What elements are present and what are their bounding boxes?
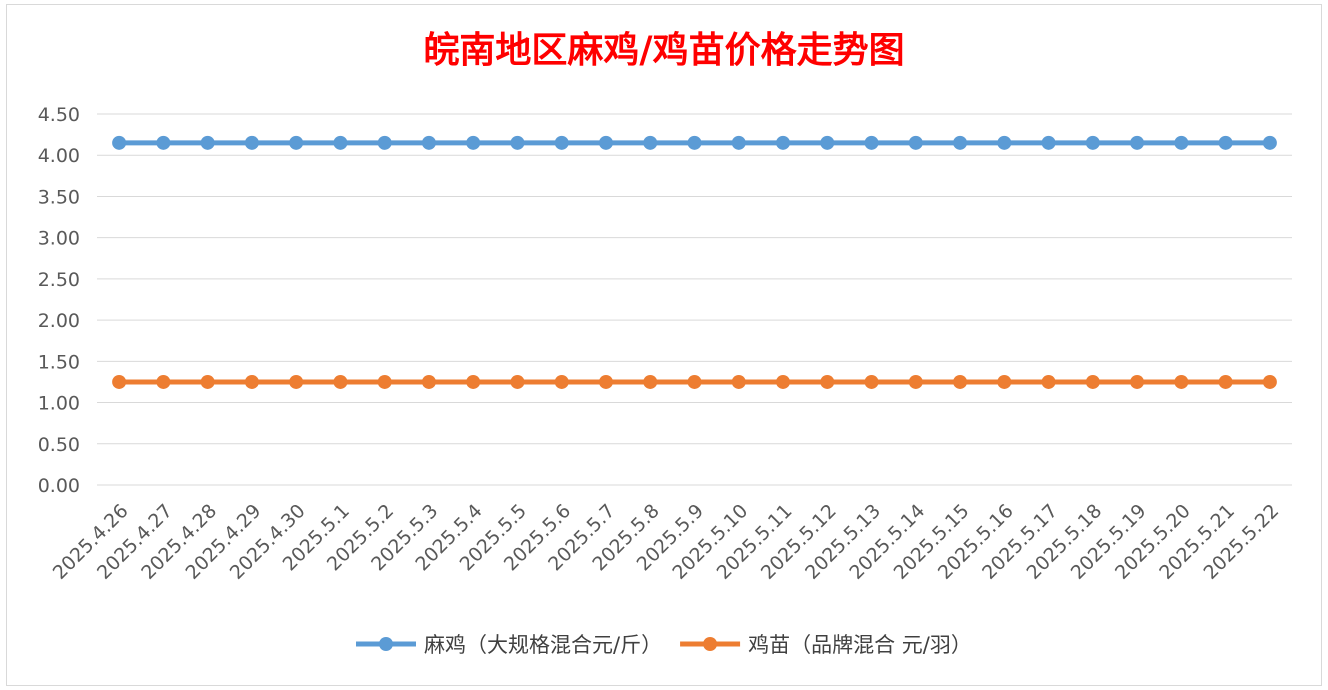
data-point[interactable] bbox=[731, 374, 746, 389]
y-tick-label: 4.50 bbox=[38, 104, 80, 126]
data-point[interactable] bbox=[1262, 135, 1277, 150]
data-point[interactable] bbox=[466, 135, 481, 150]
y-tick-label: 2.00 bbox=[38, 310, 80, 332]
y-tick-label: 4.00 bbox=[38, 145, 80, 167]
y-axis-ticks: 0.00 0.50 1.00 1.50 2.00 2.50 3.00 3.50 4.00 4.50 bbox=[38, 104, 80, 497]
y-tick-label: 2.50 bbox=[38, 269, 80, 291]
data-point[interactable] bbox=[997, 374, 1012, 389]
y-tick-label: 1.50 bbox=[38, 351, 80, 373]
y-tick-label: 1.00 bbox=[38, 393, 80, 415]
data-point[interactable] bbox=[1085, 374, 1100, 389]
data-point[interactable] bbox=[244, 374, 259, 389]
data-point[interactable] bbox=[864, 135, 879, 150]
data-point[interactable] bbox=[554, 374, 569, 389]
data-point[interactable] bbox=[554, 135, 569, 150]
data-point[interactable] bbox=[156, 135, 171, 150]
data-point[interactable] bbox=[333, 374, 348, 389]
data-point[interactable] bbox=[1130, 135, 1145, 150]
data-point[interactable] bbox=[997, 135, 1012, 150]
y-tick-label: 0.00 bbox=[38, 475, 80, 497]
data-point[interactable] bbox=[776, 374, 791, 389]
data-point[interactable] bbox=[1041, 135, 1056, 150]
data-point[interactable] bbox=[1174, 135, 1189, 150]
data-point[interactable] bbox=[598, 135, 613, 150]
data-point[interactable] bbox=[864, 374, 879, 389]
data-point[interactable] bbox=[643, 374, 658, 389]
data-point[interactable] bbox=[112, 374, 127, 389]
legend-marker bbox=[703, 637, 718, 651]
data-point[interactable] bbox=[598, 374, 613, 389]
data-point[interactable] bbox=[289, 374, 304, 389]
y-tick-label: 3.50 bbox=[38, 186, 80, 208]
legend-label: 麻鸡（大规格混合元/斤） bbox=[424, 633, 662, 657]
legend-item-2[interactable]: 鸡苗（品牌混合 元/羽） bbox=[680, 633, 972, 657]
data-point[interactable] bbox=[820, 135, 835, 150]
data-point[interactable] bbox=[200, 374, 215, 389]
data-point[interactable] bbox=[908, 135, 923, 150]
data-point[interactable] bbox=[1174, 374, 1189, 389]
legend-marker bbox=[379, 637, 393, 651]
data-point[interactable] bbox=[289, 135, 304, 150]
chart-title[interactable]: 皖南地区麻鸡/鸡苗价格走势图 bbox=[423, 29, 904, 71]
data-point[interactable] bbox=[112, 135, 127, 150]
data-point[interactable] bbox=[1085, 135, 1100, 150]
data-point[interactable] bbox=[776, 135, 791, 150]
data-point[interactable] bbox=[421, 135, 436, 150]
x-axis-ticks: 2025.4.262025.4.272025.4.282025.4.292025… bbox=[49, 500, 1284, 584]
data-point[interactable] bbox=[953, 135, 968, 150]
data-point[interactable] bbox=[377, 374, 392, 389]
legend-label: 鸡苗（品牌混合 元/羽） bbox=[748, 633, 972, 657]
legend-item-1[interactable]: 麻鸡（大规格混合元/斤） bbox=[356, 633, 662, 657]
y-tick-label: 0.50 bbox=[38, 434, 80, 456]
data-point[interactable] bbox=[1130, 374, 1145, 389]
data-point[interactable] bbox=[731, 135, 746, 150]
data-point[interactable] bbox=[687, 135, 702, 150]
data-point[interactable] bbox=[953, 374, 968, 389]
data-point[interactable] bbox=[510, 374, 525, 389]
plot-area[interactable] bbox=[112, 135, 1277, 389]
data-point[interactable] bbox=[820, 374, 835, 389]
gridlines bbox=[97, 113, 1292, 486]
data-point[interactable] bbox=[200, 135, 215, 150]
data-point[interactable] bbox=[1218, 135, 1233, 150]
data-point[interactable] bbox=[1041, 374, 1056, 389]
data-point[interactable] bbox=[643, 135, 658, 150]
data-point[interactable] bbox=[1218, 374, 1233, 389]
y-tick-label: 3.00 bbox=[38, 228, 80, 250]
data-point[interactable] bbox=[377, 135, 392, 150]
data-point[interactable] bbox=[156, 374, 171, 389]
data-point[interactable] bbox=[1262, 374, 1277, 389]
data-point[interactable] bbox=[244, 135, 259, 150]
data-point[interactable] bbox=[333, 135, 348, 150]
data-point[interactable] bbox=[908, 374, 923, 389]
data-point[interactable] bbox=[687, 374, 702, 389]
chart-area[interactable] bbox=[6, 4, 1322, 686]
data-point[interactable] bbox=[421, 374, 436, 389]
data-point[interactable] bbox=[466, 374, 481, 389]
legend[interactable]: 麻鸡（大规格混合元/斤） 鸡苗（品牌混合 元/羽） bbox=[356, 633, 972, 657]
data-point[interactable] bbox=[510, 135, 525, 150]
